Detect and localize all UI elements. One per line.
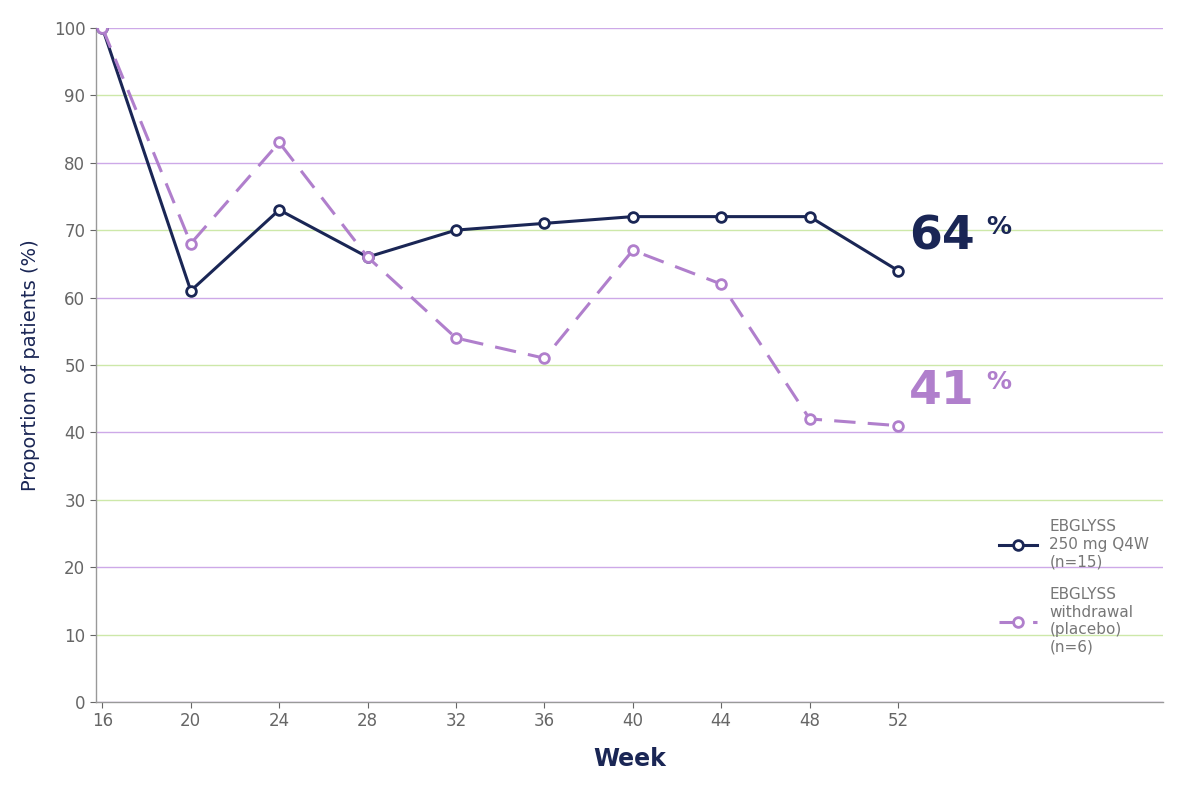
Text: %: % bbox=[986, 215, 1011, 238]
Y-axis label: Proportion of patients (%): Proportion of patients (%) bbox=[21, 239, 40, 491]
Text: 64: 64 bbox=[909, 215, 974, 259]
Text: 41: 41 bbox=[909, 369, 974, 414]
Text: %: % bbox=[986, 370, 1011, 394]
X-axis label: Week: Week bbox=[593, 747, 665, 771]
Legend: EBGLYSS
250 mg Q4W
(n=15), EBGLYSS
withdrawal
(placebo)
(n=6): EBGLYSS 250 mg Q4W (n=15), EBGLYSS withd… bbox=[993, 513, 1156, 661]
